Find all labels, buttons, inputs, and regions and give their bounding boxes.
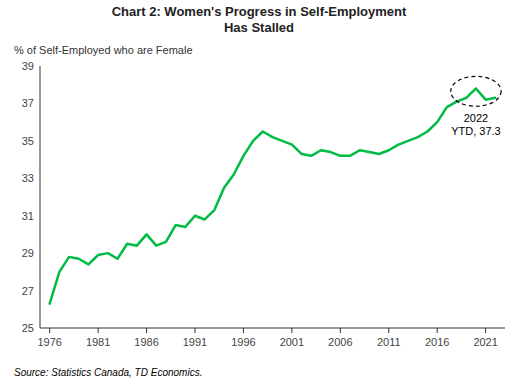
line — [50, 88, 496, 303]
y-axis-label: % of Self-Employed who are Female — [14, 44, 193, 56]
x-tick — [388, 328, 389, 333]
y-tick-label: 33 — [22, 172, 34, 184]
chart: Chart 2: Women's Progress in Self-Employ… — [0, 0, 518, 386]
x-tick — [485, 328, 486, 333]
text-line: YTD, 37.3 — [451, 125, 501, 137]
y-axis-line — [40, 66, 41, 328]
x-tick — [195, 328, 196, 333]
y-tick-label: 27 — [22, 285, 34, 297]
x-axis-line — [40, 328, 505, 329]
highlight-ellipse — [451, 76, 501, 106]
x-tick-label: 1986 — [134, 336, 158, 348]
y-tick-label: 31 — [22, 210, 34, 222]
plot-area — [50, 88, 496, 303]
x-tick — [49, 328, 50, 333]
x-tick — [340, 328, 341, 333]
x-tick-label: 2016 — [425, 336, 449, 348]
y-tick-label: 37 — [22, 97, 34, 109]
x-tick — [98, 328, 99, 333]
x-tick — [437, 328, 438, 333]
y-tick-label: 39 — [22, 60, 34, 72]
x-tick-label: 2006 — [328, 336, 352, 348]
text-line: 2022 — [464, 112, 488, 124]
y-tick-label: 35 — [22, 135, 34, 147]
x-tick — [243, 328, 244, 333]
x-tick-label: 2001 — [280, 336, 304, 348]
source: Source: Statistics Canada, TD Economics. — [14, 367, 202, 378]
y-tick-label: 29 — [22, 247, 34, 259]
x-tick-label: 1996 — [231, 336, 255, 348]
x-tick — [146, 328, 147, 333]
title: Chart 2: Women's Progress in Self-Employ… — [112, 4, 407, 35]
text-line: Chart 2: Women's Progress in Self-Employ… — [112, 4, 407, 19]
x-tick — [291, 328, 292, 333]
x-tick-label: 1991 — [183, 336, 207, 348]
background — [0, 0, 518, 386]
x-tick-label: 2011 — [377, 336, 401, 348]
annotation: 2022YTD, 37.3 — [451, 112, 501, 137]
text-line: Has Stalled — [224, 20, 294, 35]
x-tick-label: 1976 — [37, 336, 61, 348]
x-tick-label: 2021 — [473, 336, 497, 348]
x-tick-label: 1981 — [86, 336, 110, 348]
y-tick-label: 25 — [22, 322, 34, 334]
